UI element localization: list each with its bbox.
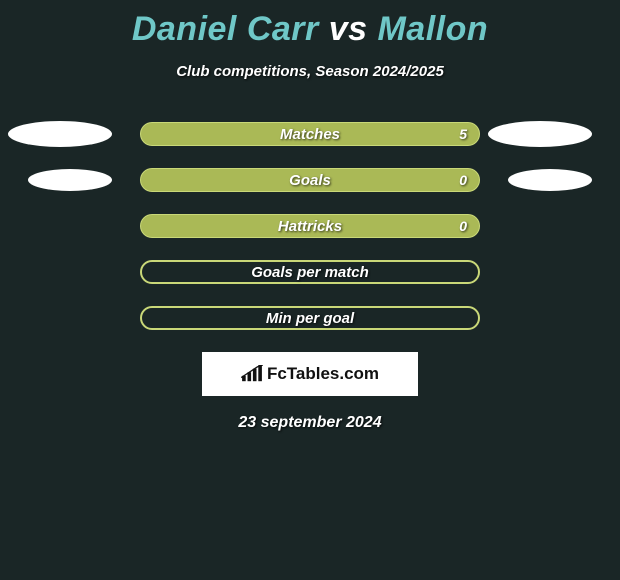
logo-box: FcTables.com: [202, 352, 418, 396]
stat-row: Hattricks 0: [0, 214, 620, 238]
stat-bar: Min per goal: [140, 306, 480, 330]
stat-rows: Matches 5 Goals 0 Hattricks 0 Goals per match M…: [0, 122, 620, 330]
stat-bar: Matches 5: [140, 122, 480, 146]
stat-value: 5: [459, 126, 467, 142]
player2-value-ellipse: [508, 169, 592, 191]
stat-row: Matches 5: [0, 122, 620, 146]
player1-name: Daniel Carr: [132, 10, 319, 48]
stat-row: Goals 0: [0, 168, 620, 192]
stat-bar: Goals per match: [140, 260, 480, 284]
stat-label: Goals per match: [251, 264, 369, 281]
stat-row: Min per goal: [0, 306, 620, 330]
stat-bar: Hattricks 0: [140, 214, 480, 238]
player2-name: Mallon: [377, 10, 488, 48]
player1-value-ellipse: [28, 169, 112, 191]
player1-value-ellipse: [8, 121, 112, 147]
date-text: 23 september 2024: [0, 414, 620, 432]
stat-value: 0: [459, 172, 467, 188]
stat-label: Goals: [289, 172, 331, 189]
stat-bar: Goals 0: [140, 168, 480, 192]
comparison-title: Daniel Carr vs Mallon: [0, 0, 620, 49]
vs-text: vs: [329, 10, 368, 48]
stat-label: Min per goal: [266, 310, 354, 327]
subtitle: Club competitions, Season 2024/2025: [0, 63, 620, 80]
stat-value: 0: [459, 218, 467, 234]
logo-text: FcTables.com: [267, 364, 379, 384]
stat-label: Hattricks: [278, 218, 342, 235]
bar-chart-icon: [241, 365, 263, 383]
stat-row: Goals per match: [0, 260, 620, 284]
stat-label: Matches: [280, 126, 340, 143]
player2-value-ellipse: [488, 121, 592, 147]
